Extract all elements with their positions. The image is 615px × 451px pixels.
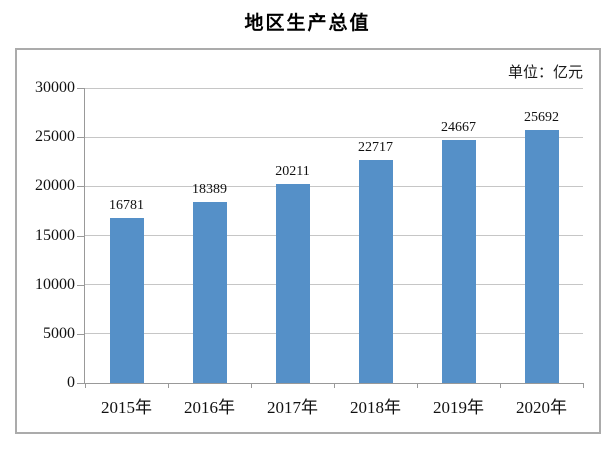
y-axis-tick xyxy=(77,333,84,335)
x-axis-tick xyxy=(417,383,418,388)
y-axis-tick xyxy=(77,88,84,89)
y-axis-tick xyxy=(77,235,84,237)
plot-area: 16781 18389 20211 22717 24667 25692 xyxy=(84,87,584,384)
bar xyxy=(358,159,393,383)
gridline xyxy=(85,235,583,236)
gridline xyxy=(85,136,583,138)
bar xyxy=(192,202,227,383)
y-axis xyxy=(84,88,85,383)
bar xyxy=(275,184,310,383)
bar-value-label: 22717 xyxy=(358,139,393,155)
y-tick-label: 5000 xyxy=(43,324,75,342)
x-tick-label: 2017年 xyxy=(267,398,318,417)
bar xyxy=(441,140,476,383)
chart-title: 地区生产总值 xyxy=(244,13,371,34)
x-axis-tick xyxy=(583,383,584,388)
unit-label: 单位：亿元 xyxy=(507,65,583,81)
chart-frame: 单位：亿元 16781 18389 20211 22717 24667 25692 0 50… xyxy=(15,48,601,434)
gridline xyxy=(85,185,583,187)
bar-value-label: 18389 xyxy=(192,182,227,198)
bar-value-label: 20211 xyxy=(275,164,310,180)
y-axis-tick xyxy=(77,137,84,139)
x-tick-label: 2018年 xyxy=(350,398,401,417)
x-axis-tick xyxy=(500,383,501,388)
gridline xyxy=(85,87,583,89)
y-tick-label: 0 xyxy=(67,374,75,391)
y-tick-label: 20000 xyxy=(35,177,75,195)
bar xyxy=(109,218,144,383)
x-axis-tick xyxy=(168,383,169,388)
y-tick-label: 15000 xyxy=(35,226,75,244)
y-tick-label: 25000 xyxy=(35,128,75,146)
gridline xyxy=(85,333,583,335)
x-tick-label: 2020年 xyxy=(516,398,567,417)
y-tick-label: 10000 xyxy=(35,275,75,293)
x-tick-label: 2015年 xyxy=(101,398,152,417)
x-axis-tick xyxy=(85,383,86,388)
gridline xyxy=(85,284,583,286)
bar-value-label: 25692 xyxy=(524,110,559,126)
y-axis-tick xyxy=(77,383,84,384)
bar xyxy=(524,130,559,383)
x-tick-label: 2016年 xyxy=(184,398,235,417)
x-axis-tick xyxy=(251,383,252,388)
y-axis-tick xyxy=(77,186,84,188)
bar-value-label: 24667 xyxy=(441,120,476,136)
x-axis-tick xyxy=(334,383,335,388)
y-tick-label: 30000 xyxy=(35,79,75,96)
bar-value-label: 16781 xyxy=(109,198,144,213)
x-tick-label: 2019年 xyxy=(433,398,484,417)
y-axis-tick xyxy=(77,284,84,286)
